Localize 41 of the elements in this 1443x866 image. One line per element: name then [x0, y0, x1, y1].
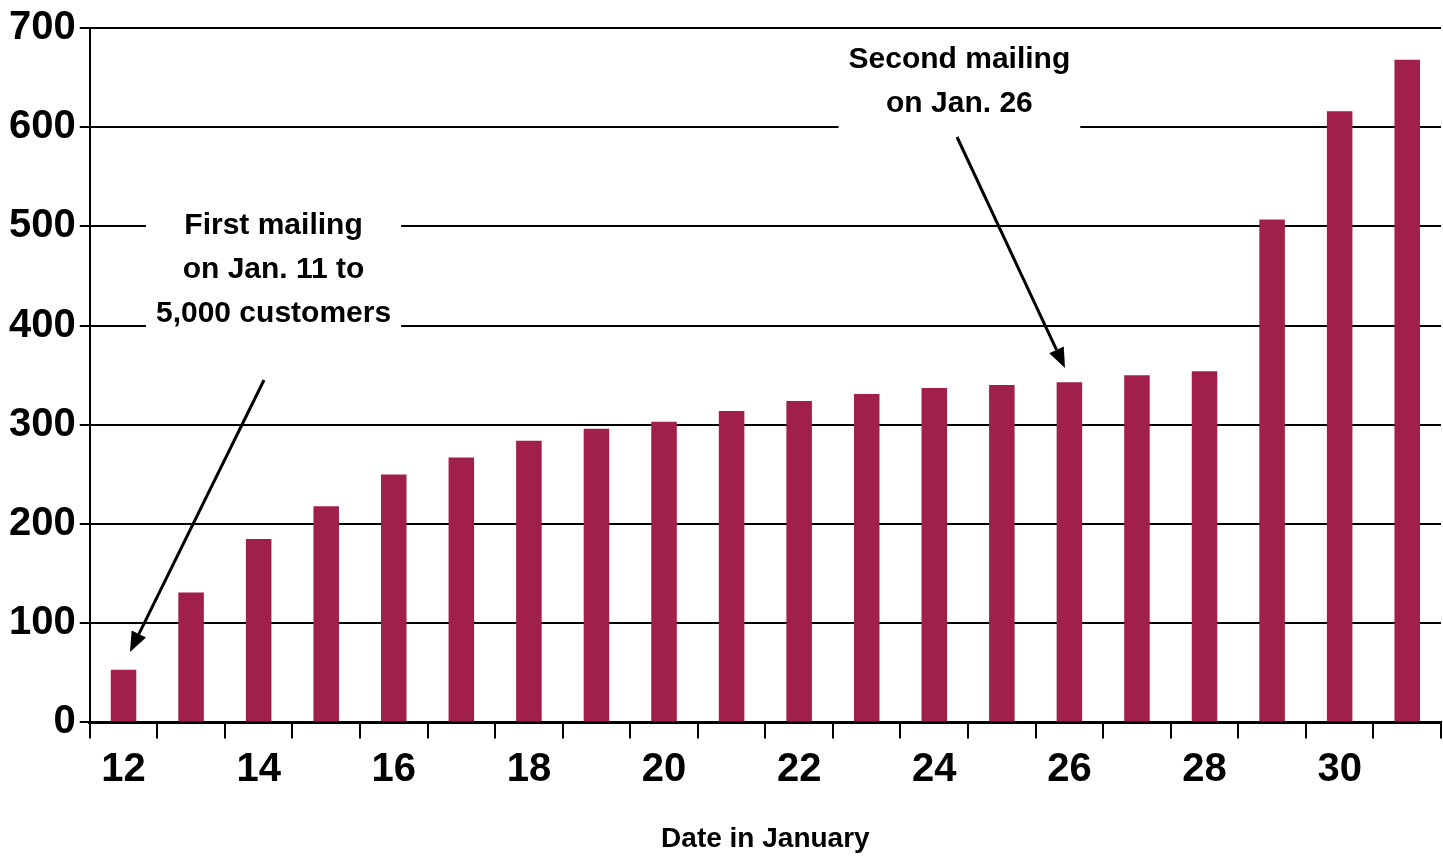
bar [516, 440, 542, 722]
x-tick-label: 16 [371, 745, 417, 790]
annotation: Second mailing on Jan. 26 [848, 41, 1071, 119]
annotation: First mailing on Jan. 11 to 5,000 customers [155, 207, 392, 329]
y-tick-label: 600 [8, 102, 76, 147]
x-tick-label: 12 [101, 745, 146, 790]
bar [245, 538, 272, 722]
bar [448, 457, 475, 722]
bar [1394, 59, 1420, 722]
y-tick-label: 700 [8, 3, 76, 48]
x-tick-label: 20 [641, 745, 687, 790]
bar [853, 394, 880, 722]
y-tick-label: 400 [8, 300, 76, 345]
y-tick-label: 200 [8, 499, 76, 544]
x-axis-title: Date in January [661, 821, 871, 853]
bar [381, 474, 407, 722]
x-tick-label: 30 [1317, 745, 1362, 790]
x-tick-label: 18 [506, 745, 552, 790]
bar [1191, 371, 1218, 722]
bar [786, 400, 812, 722]
x-tick-label: 26 [1047, 745, 1092, 790]
bar [1124, 375, 1150, 722]
bar [583, 428, 610, 722]
y-tick-label: 300 [8, 399, 76, 444]
x-tick-label: 28 [1182, 745, 1227, 790]
x-tick-label: 24 [912, 745, 958, 790]
y-tick-label: 500 [8, 201, 76, 246]
bar [178, 592, 204, 722]
bar [313, 506, 339, 722]
y-tick-label: 0 [53, 697, 76, 742]
bar [718, 410, 745, 722]
bar [651, 421, 677, 722]
y-tick-label: 100 [8, 598, 76, 643]
x-tick-label: 14 [236, 745, 282, 790]
bar [1326, 111, 1353, 722]
bar [110, 669, 137, 722]
x-tick-label: 22 [776, 745, 822, 790]
bar [989, 385, 1015, 722]
bar [921, 388, 948, 722]
bar [1259, 219, 1285, 722]
bar [1056, 382, 1083, 722]
